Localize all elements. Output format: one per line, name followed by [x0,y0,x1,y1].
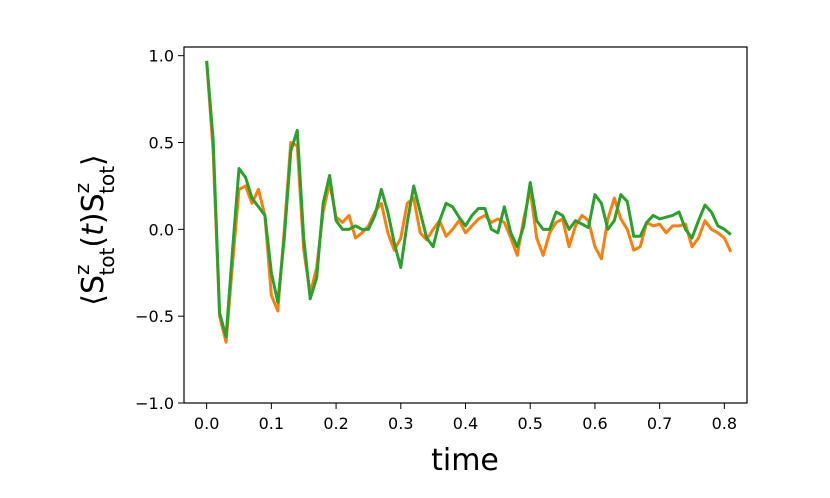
y-axis-ticks: −1.0 −0.5 0.0 0.5 1.0 [135,47,184,413]
x-tick-label: 0.7 [647,414,672,433]
x-tick-label: 0.2 [323,414,348,433]
x-tick-label: 0.1 [259,414,284,433]
y-tick-label: 1.0 [149,47,174,66]
x-tick-label: 0.5 [517,414,542,433]
series-layer [205,60,733,344]
y-tick-label: −0.5 [135,307,174,326]
series-line-1 [205,60,733,344]
x-tick-label: 0.0 [194,414,219,433]
series-line-2 [205,60,732,339]
plot-frame [183,46,748,404]
y-axis-label: ⟨Sztot(t)Sztot⟩ [70,154,119,306]
x-tick-label: 0.8 [712,414,737,433]
x-tick-label: 0.6 [582,414,607,433]
x-tick-label: 0.4 [453,414,478,433]
x-axis-label: time [431,443,499,478]
x-tick-label: 0.3 [388,414,413,433]
y-tick-label: 0.5 [149,134,174,153]
x-axis-ticks: 0.0 0.1 0.2 0.3 0.4 0.5 0.6 0.7 0.8 [194,403,737,433]
y-tick-label: −1.0 [135,394,174,413]
y-tick-label: 0.0 [149,220,174,239]
